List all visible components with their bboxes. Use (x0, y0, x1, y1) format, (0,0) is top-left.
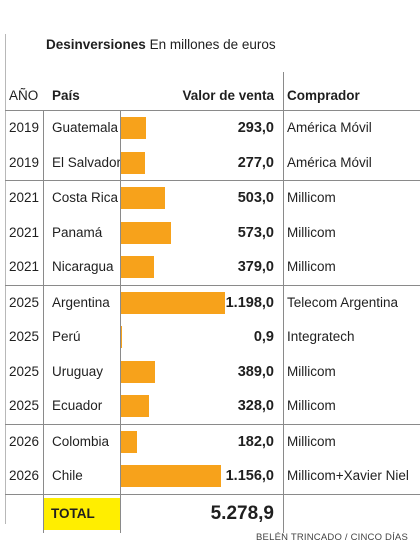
header-buyer: Comprador (287, 88, 360, 103)
row-buyer: Millicom (287, 190, 336, 205)
total-value: 5.278,9 (210, 502, 274, 524)
value-bar (121, 395, 150, 417)
table-body: 2019 Guatemala 293,0 América Móvil 2019 El Sa… (5, 111, 420, 494)
row-country: Nicaragua (52, 259, 114, 274)
total-label: TOTAL (51, 505, 95, 521)
row-year: 2021 (9, 224, 40, 240)
row-value: 1.198,0 (225, 294, 274, 311)
row-country: Uruguay (52, 363, 104, 379)
row-buyer: Telecom Argentina (287, 294, 399, 310)
table-row: 2025 Argentina 1.198,0 Telecom Argentina (5, 284, 420, 321)
row-value: 328,0 (237, 398, 274, 414)
row-value: 573,0 (237, 224, 274, 241)
row-country: Colombia (52, 433, 110, 449)
row-buyer: América Móvil (287, 120, 372, 135)
row-country: Argentina (52, 294, 110, 310)
row-value: 293,0 (237, 120, 274, 136)
row-buyer: Integratech (287, 329, 355, 344)
value-bar (121, 360, 155, 383)
table-row: 2021 Costa Rica 503,0 Millicom (5, 180, 420, 216)
row-value: 277,0 (237, 154, 274, 171)
value-bar (121, 291, 225, 314)
row-year: 2019 (9, 154, 40, 170)
row-buyer: Millicom+Xavier Niel (287, 468, 409, 483)
value-bar (121, 221, 171, 244)
row-value: 1.156,0 (225, 468, 274, 484)
column-separator-country (120, 110, 121, 533)
column-separator-value (283, 72, 284, 533)
table-row: 2021 Nicaragua 379,0 Millicom (5, 250, 420, 285)
row-value: 0,9 (253, 329, 274, 345)
row-buyer: Millicom (287, 224, 336, 240)
row-year: 2026 (9, 468, 40, 483)
row-year: 2019 (9, 120, 40, 135)
table-row: 2019 Guatemala 293,0 América Móvil (5, 111, 420, 146)
row-value: 503,0 (237, 190, 274, 206)
value-bar (121, 430, 137, 453)
table-row: 2026 Chile 1.156,0 Millicom+Xavier Niel (5, 459, 420, 494)
divestments-table: AÑO País Valor de venta Comprador 2019 Gu… (5, 72, 420, 533)
row-value: 182,0 (237, 433, 274, 450)
row-buyer: América Móvil (287, 154, 372, 170)
row-country: Guatemala (52, 120, 119, 135)
value-bar (121, 465, 222, 487)
table-row: 2026 Colombia 182,0 Millicom (5, 423, 420, 460)
title-subtitle: En millones de euros (149, 37, 276, 52)
header-value: Valor de venta (182, 88, 274, 103)
row-year: 2026 (9, 433, 40, 449)
table-row: 2025 Perú 0,9 Integratech (5, 320, 420, 355)
header-country: País (52, 88, 80, 103)
row-country: El Salvador (52, 154, 122, 170)
value-bar (121, 117, 147, 139)
table-row: 2025 Ecuador 328,0 Millicom (5, 389, 420, 424)
row-buyer: Millicom (287, 363, 336, 379)
row-year: 2025 (9, 294, 40, 310)
total-row: TOTAL 5.278,9 (5, 493, 420, 533)
chart-title: Desinversiones En millones de euros (46, 37, 276, 52)
row-country: Costa Rica (52, 190, 119, 205)
table-row: 2019 El Salvador 277,0 América Móvil (5, 146, 420, 181)
row-value: 379,0 (237, 259, 274, 275)
value-bar (121, 187, 165, 209)
row-year: 2021 (9, 190, 40, 205)
left-rule (5, 34, 6, 524)
column-separator-year (43, 110, 44, 533)
row-year: 2025 (9, 329, 40, 344)
value-bar (121, 151, 146, 174)
row-country: Panamá (52, 224, 103, 240)
title-bold: Desinversiones (46, 37, 146, 52)
row-country: Perú (52, 329, 81, 344)
row-value: 389,0 (237, 363, 274, 380)
total-highlight (43, 497, 120, 530)
row-buyer: Millicom (287, 398, 336, 413)
row-country: Chile (52, 468, 83, 483)
table-row: 2021 Panamá 573,0 Millicom (5, 216, 420, 251)
row-country: Ecuador (52, 398, 103, 413)
row-year: 2021 (9, 259, 40, 274)
value-bar (121, 256, 154, 278)
table-header: AÑO País Valor de venta Comprador (5, 72, 420, 111)
header-year: AÑO (9, 88, 39, 103)
table-row: 2025 Uruguay 389,0 Millicom (5, 355, 420, 390)
row-buyer: Millicom (287, 433, 336, 449)
row-year: 2025 (9, 398, 40, 413)
row-year: 2025 (9, 363, 40, 379)
credit: BELÉN TRINCADO / CINCO DÍAS (256, 532, 408, 543)
row-buyer: Millicom (287, 259, 336, 274)
